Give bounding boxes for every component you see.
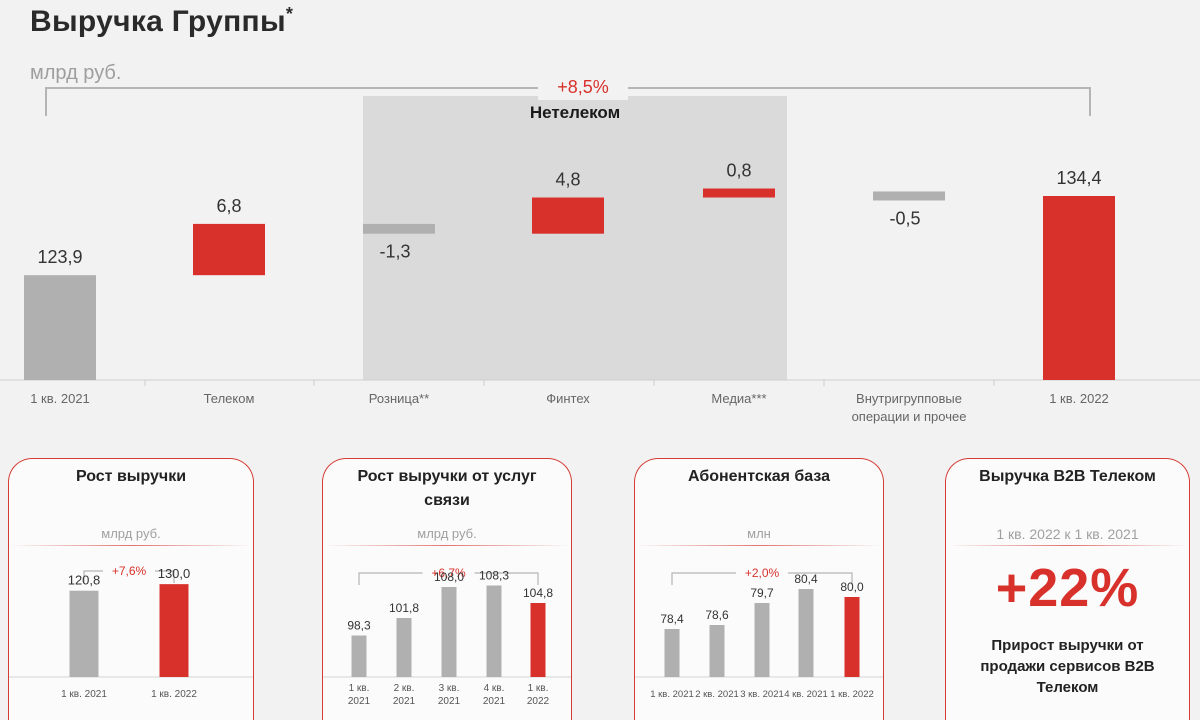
bar bbox=[664, 629, 680, 677]
card-telecom-revenue: Рост выручки от услуг связи млрд руб. +6… bbox=[322, 458, 572, 720]
value-label: 80,4 bbox=[794, 572, 818, 586]
value-label: 78,4 bbox=[660, 612, 684, 626]
growth-label-bg bbox=[736, 564, 788, 580]
waterfall-category-label: 1 кв. 2022 bbox=[1049, 391, 1109, 406]
growth-label: +2,0% bbox=[745, 566, 780, 580]
card-unit: млн bbox=[747, 526, 771, 541]
waterfall-value-label: 4,8 bbox=[555, 170, 580, 190]
card-period: 1 кв. 2022 к 1 кв. 2021 bbox=[996, 526, 1139, 542]
value-label: 130,0 bbox=[158, 566, 191, 581]
category-label: 1 кв. 2022 bbox=[830, 689, 874, 700]
main-unit-label: млрд руб. bbox=[30, 62, 122, 84]
subscriber-base-chart: +2,0% 78,4 1 кв. 2021 78,6 2 кв. 2021 79,7 3 к… bbox=[635, 564, 883, 700]
page-title: Выручка Группы* bbox=[30, 4, 293, 39]
growth-label-bg bbox=[538, 74, 628, 100]
bar bbox=[798, 589, 814, 677]
waterfall-value-label: -1,3 bbox=[379, 242, 410, 262]
card-title: Выручка B2B Телеком bbox=[979, 468, 1156, 485]
growth-label-bg bbox=[422, 564, 475, 580]
waterfall-bar bbox=[703, 188, 775, 198]
category-label: 1 кв. 2021 bbox=[348, 683, 371, 707]
card-title: Рост выручки от услуг связи bbox=[357, 468, 537, 509]
card-revenue-growth: Рост выручки млрд руб. +7,6% 120,8 1 кв. 2… bbox=[8, 458, 254, 720]
growth-label: +7,6% bbox=[112, 564, 147, 578]
card-divider bbox=[635, 545, 883, 546]
category-label: 4 кв. 2021 bbox=[784, 689, 828, 700]
waterfall-bar bbox=[193, 223, 265, 276]
category-label: 1 кв. 2022 bbox=[527, 683, 550, 707]
waterfall-value-label: 123,9 bbox=[37, 247, 82, 267]
growth-label: +8,5% bbox=[557, 77, 609, 97]
growth-label-bg bbox=[103, 562, 155, 578]
waterfall-category-label: 1 кв. 2021 bbox=[30, 391, 90, 406]
waterfall-value-label: -0,5 bbox=[889, 208, 920, 228]
waterfall-bar bbox=[532, 197, 604, 234]
card-title: Рост выручки bbox=[75, 468, 187, 485]
bar bbox=[351, 635, 367, 677]
bar bbox=[396, 618, 412, 677]
waterfall-bar bbox=[873, 191, 945, 201]
value-label: 101,8 bbox=[389, 601, 419, 615]
waterfall-value-label: 0,8 bbox=[726, 161, 751, 181]
bar bbox=[159, 584, 189, 677]
bar bbox=[754, 603, 770, 677]
bar bbox=[530, 603, 546, 677]
category-label: 1 кв. 2021 bbox=[650, 689, 694, 700]
value-label: 98,3 bbox=[347, 619, 371, 633]
waterfall-bar bbox=[24, 275, 96, 380]
bar bbox=[69, 590, 99, 677]
category-label: 3 кв. 2021 bbox=[740, 689, 784, 700]
revenue-waterfall-chart: Нетелеком +8,5% 123,9 1 кв. 2021 6,8 Телеком -… bbox=[0, 74, 1200, 424]
value-label: 104,8 bbox=[523, 586, 553, 600]
waterfall-value-label: 6,8 bbox=[216, 196, 241, 216]
waterfall-category-label: Финтех bbox=[546, 391, 590, 406]
card-divider bbox=[946, 545, 1189, 546]
b2b-growth-value: +22% bbox=[995, 558, 1140, 618]
value-label: 108,0 bbox=[434, 570, 464, 584]
category-label: 4 кв. 2021 bbox=[483, 683, 506, 707]
card-b2b-revenue: Выручка B2B Телеком 1 кв. 2022 к 1 кв. 2… bbox=[945, 458, 1190, 720]
card-unit: млрд руб. bbox=[101, 526, 161, 541]
bar bbox=[441, 587, 457, 677]
category-label: 1 кв. 2022 bbox=[151, 689, 197, 700]
value-label: 120,8 bbox=[68, 573, 101, 588]
revenue-growth-chart: +7,6% 120,8 1 кв. 2021 130,0 1 кв. 2022 bbox=[9, 562, 253, 700]
bar bbox=[709, 625, 725, 677]
card-divider bbox=[323, 545, 571, 546]
value-label: 78,6 bbox=[705, 608, 729, 622]
b2b-growth-note: Прирост выручки от продажи сервисов B2B … bbox=[980, 637, 1155, 696]
waterfall-category-label: Розница** bbox=[369, 391, 429, 406]
bar bbox=[844, 597, 860, 677]
non-telecom-label: Нетелеком bbox=[530, 103, 620, 122]
growth-label: +6,7% bbox=[431, 566, 466, 580]
card-subscriber-base: Абонентская база млн +2,0% 78,4 1 кв. 2021… bbox=[634, 458, 884, 720]
card-divider bbox=[9, 545, 253, 546]
card-title: Абонентская база bbox=[687, 468, 831, 485]
non-telecom-highlight bbox=[363, 96, 787, 380]
category-label: 1 кв. 2021 bbox=[61, 689, 107, 700]
value-label: 80,0 bbox=[840, 580, 864, 594]
value-label: 79,7 bbox=[750, 586, 774, 600]
category-label: 2 кв. 2021 bbox=[393, 683, 416, 707]
waterfall-category-label: Телеком bbox=[204, 391, 255, 406]
bar bbox=[486, 585, 502, 677]
page-title-text: Выручка Группы bbox=[30, 5, 286, 38]
category-label: 3 кв. 2021 bbox=[438, 683, 461, 707]
title-footnote-mark: * bbox=[285, 4, 294, 24]
category-label: 2 кв. 2021 bbox=[695, 689, 739, 700]
waterfall-bar bbox=[363, 223, 435, 234]
waterfall-value-label: 134,4 bbox=[1056, 168, 1101, 188]
waterfall-category-label: Медиа*** bbox=[711, 391, 766, 406]
card-unit: млрд руб. bbox=[417, 526, 477, 541]
waterfall-category-label: Внутригрупповые операции и прочее bbox=[852, 391, 967, 424]
waterfall-bar bbox=[1043, 196, 1115, 380]
value-label: 108,3 bbox=[479, 569, 509, 583]
telecom-revenue-chart: +6,7% 98,3 1 кв. 2021 101,8 2 кв. 2021 108,0 3 к… bbox=[323, 564, 571, 707]
